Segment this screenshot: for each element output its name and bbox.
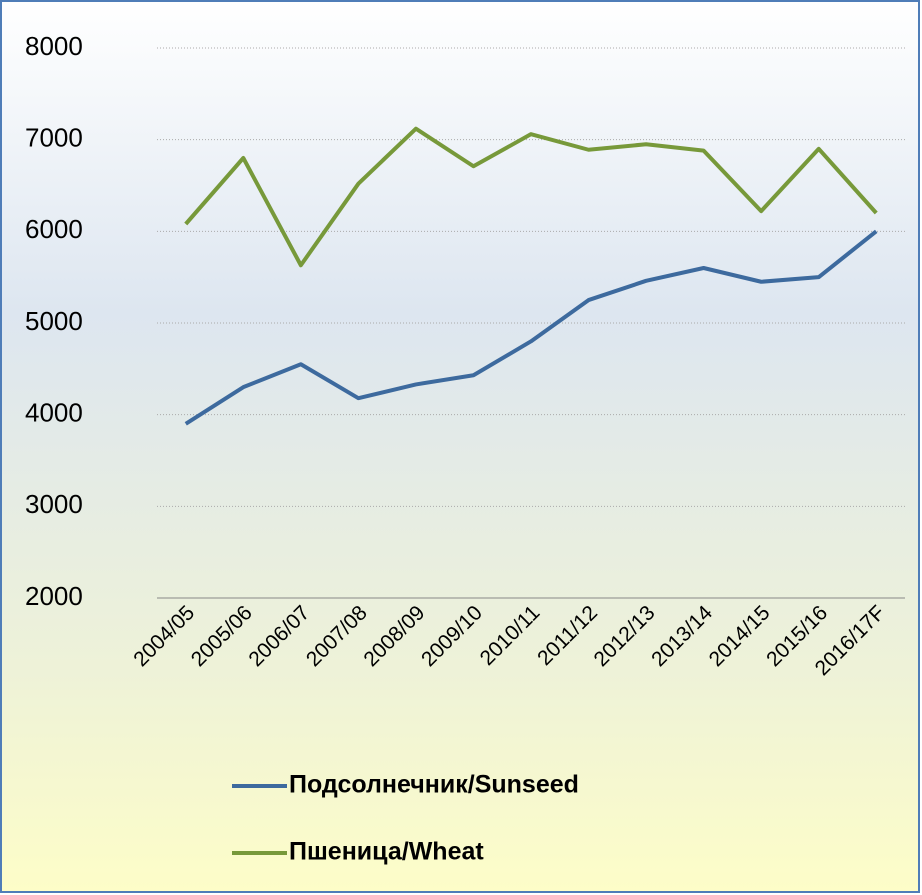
legend-label: Пшеница/Wheat (289, 838, 484, 866)
series-line (184, 229, 878, 426)
series-line (184, 126, 878, 268)
y-tick-label: 3000 (25, 489, 83, 519)
y-tick-label: 6000 (25, 214, 83, 244)
legend-label: Подсолнечник/Sunseed (289, 771, 579, 799)
y-tick-label: 7000 (25, 123, 83, 153)
y-tick-label: 8000 (25, 31, 83, 61)
y-tick-label: 5000 (25, 306, 83, 336)
y-tick-label: 4000 (25, 398, 83, 428)
y-tick-label: 2000 (25, 581, 83, 611)
